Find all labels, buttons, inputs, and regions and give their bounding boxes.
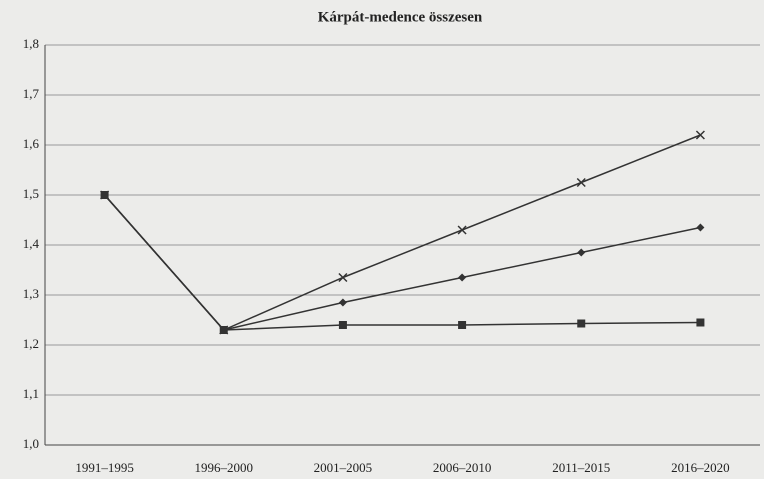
marker bbox=[695, 130, 705, 140]
marker bbox=[696, 318, 705, 327]
marker bbox=[576, 177, 586, 188]
y-tick-label: 1,1 bbox=[23, 386, 39, 401]
marker bbox=[696, 223, 705, 232]
marker bbox=[100, 191, 109, 199]
chart-title: Kárpát-medence összesen bbox=[318, 9, 483, 25]
y-tick-label: 1,5 bbox=[23, 186, 39, 201]
marker bbox=[338, 272, 348, 283]
series-line bbox=[104, 134, 701, 331]
marker bbox=[338, 321, 347, 329]
marker bbox=[457, 225, 467, 235]
x-tick-label: 2016–2020 bbox=[671, 460, 730, 475]
x-tick-label: 1996–2000 bbox=[195, 460, 254, 475]
marker bbox=[577, 319, 586, 328]
x-tick-label: 1991–1995 bbox=[75, 460, 134, 475]
marker bbox=[338, 298, 347, 307]
y-tick-label: 1,8 bbox=[23, 36, 39, 51]
y-tick-label: 1,3 bbox=[23, 286, 39, 301]
marker bbox=[458, 321, 467, 329]
marker bbox=[458, 273, 467, 282]
marker bbox=[219, 326, 228, 334]
y-tick-label: 1,4 bbox=[23, 236, 40, 251]
marker bbox=[577, 248, 586, 257]
x-tick-label: 2001–2005 bbox=[314, 460, 373, 475]
series-line bbox=[104, 194, 701, 331]
y-tick-label: 1,2 bbox=[23, 336, 39, 351]
x-tick-label: 2011–2015 bbox=[552, 460, 610, 475]
y-tick-label: 1,0 bbox=[23, 436, 39, 451]
y-tick-label: 1,6 bbox=[23, 136, 40, 151]
x-tick-label: 2006–2010 bbox=[433, 460, 492, 475]
y-tick-label: 1,7 bbox=[23, 86, 40, 101]
series-line bbox=[104, 194, 701, 331]
